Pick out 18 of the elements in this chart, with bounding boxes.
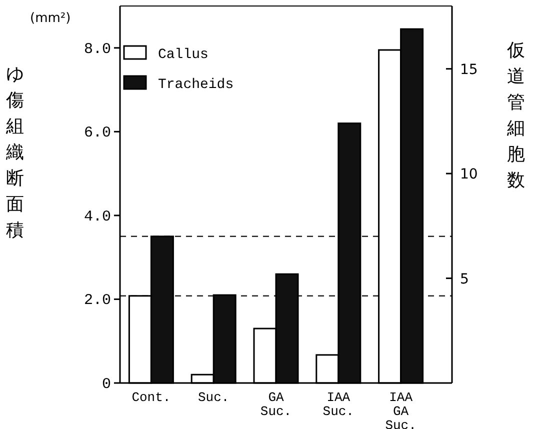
x-tick-label: Cont. xyxy=(132,390,171,405)
x-tick-label: IAA Suc. xyxy=(322,390,354,419)
y-tick-label: 0 xyxy=(102,376,111,393)
x-tick-label: Suc. xyxy=(198,390,230,405)
y2-axis-title: 仮道管細胞数 xyxy=(506,40,525,191)
y-axis-title: ゆ傷組織断面積 xyxy=(5,64,24,241)
y-tick-label: 6.0 xyxy=(84,124,111,142)
x-tick-label: GA Suc. xyxy=(260,390,292,419)
y-tick-label: 2.0 xyxy=(84,292,111,310)
text: (mm²) xyxy=(30,11,71,26)
legend-label: Callus xyxy=(158,47,208,63)
legend-label: Tracheids xyxy=(158,77,234,93)
y2-tick-label: 5 xyxy=(460,271,469,288)
x-tick-label: IAA GA Suc. xyxy=(385,390,416,429)
y2-tick-label: 10 xyxy=(460,166,478,183)
y-tick-label: 4.0 xyxy=(84,208,111,226)
y-tick-label: 8.0 xyxy=(84,40,111,58)
y2-tick-label: 15 xyxy=(460,62,478,78)
